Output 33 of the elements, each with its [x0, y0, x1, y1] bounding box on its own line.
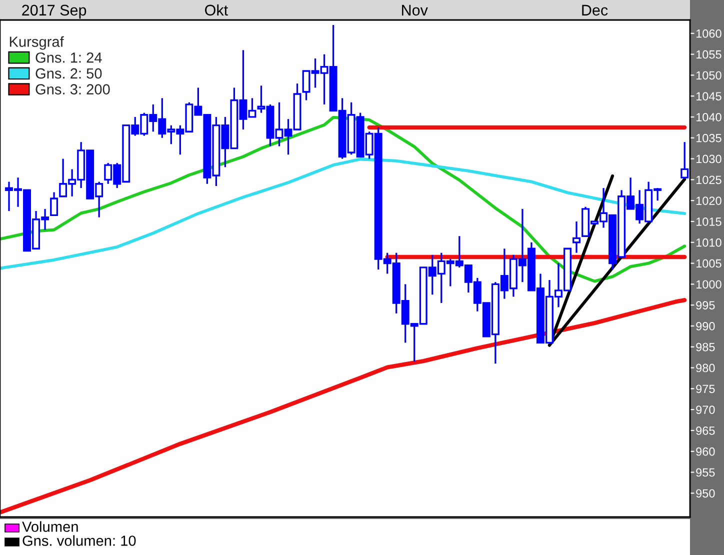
y-tick-label: 980: [696, 364, 715, 372]
text: Gns. volumen: 10: [22, 535, 136, 546]
legend-label: Gns. 2: 50: [36, 68, 102, 79]
x-tick-label: Nov: [402, 4, 428, 16]
x-tick-label: Dec: [582, 4, 608, 16]
y-tick-label: 970: [696, 406, 715, 414]
y-tick-label: 1015: [696, 218, 722, 226]
y-tick-label: 1010: [696, 238, 722, 247]
y-tick-label: 1040: [696, 113, 722, 122]
y-tick-label: 1045: [696, 92, 722, 100]
y-tick-label: 1025: [696, 176, 722, 184]
legend-label: Gns. 3: 200: [36, 84, 110, 94]
legend-title: Kursgraf: [10, 36, 64, 50]
y-tick-label: 1005: [696, 259, 722, 268]
y-tick-label: 1060: [696, 29, 722, 38]
y-tick-label: 1055: [696, 50, 722, 59]
x-tick-label: Okt: [205, 4, 228, 16]
y-tick-label: 1020: [696, 196, 722, 205]
y-tick-label: 990: [696, 322, 715, 330]
text: Volumen: [22, 521, 78, 532]
y-tick-label: 1050: [696, 71, 722, 80]
y-tick-label: 1030: [696, 154, 722, 164]
y-tick-label: 950: [696, 489, 715, 498]
y-tick-label: 960: [696, 447, 715, 456]
y-tick-label: 955: [696, 468, 715, 477]
y-tick-label: 965: [696, 426, 715, 435]
x-tick-label: 2017 Sep: [22, 4, 86, 19]
legend-label: Gns. 1: 24: [36, 52, 102, 63]
y-tick-label: 1035: [696, 134, 722, 142]
y-tick-label: 985: [696, 342, 715, 352]
y-tick-label: 975: [696, 384, 715, 394]
y-tick-label: 1000: [696, 280, 722, 289]
y-tick-label: 995: [696, 301, 715, 310]
